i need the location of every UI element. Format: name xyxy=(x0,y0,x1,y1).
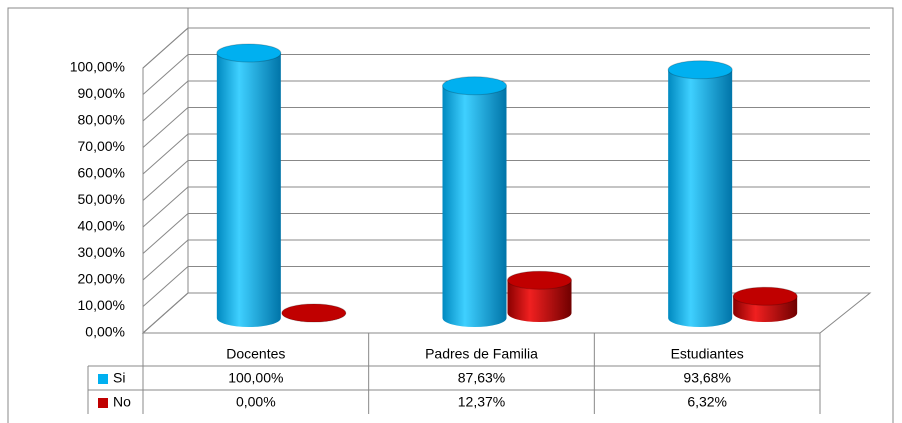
grid-line xyxy=(142,54,870,95)
y-tick-label: 40,00% xyxy=(78,218,125,234)
bar-top xyxy=(281,303,347,323)
grid-line xyxy=(142,266,870,307)
y-tick-label: 50,00% xyxy=(78,191,125,207)
table-value: 87,63% xyxy=(458,370,505,386)
y-tick-label: 100,00% xyxy=(70,59,125,75)
table-value: 100,00% xyxy=(228,370,283,386)
table-category: Docentes xyxy=(226,346,285,362)
bar xyxy=(668,69,733,328)
y-tick-label: 90,00% xyxy=(78,85,125,101)
grid-line xyxy=(142,107,870,148)
table-value: 0,00% xyxy=(236,394,276,410)
chart-border xyxy=(7,7,894,423)
legend-swatch xyxy=(98,398,108,408)
grid-line xyxy=(142,27,870,69)
table-category: Estudiantes xyxy=(671,346,744,362)
legend-label: Si xyxy=(113,370,125,386)
y-tick-label: 0,00% xyxy=(85,324,125,340)
legend-label: No xyxy=(113,394,131,410)
grid-line xyxy=(142,80,870,122)
bar-top xyxy=(442,76,507,96)
table-value: 93,68% xyxy=(683,370,730,386)
bar xyxy=(507,280,572,322)
y-tick-label: 60,00% xyxy=(78,165,125,181)
bar xyxy=(216,53,281,328)
bar xyxy=(442,85,507,327)
bar-top xyxy=(507,270,572,290)
grid-line xyxy=(142,213,870,254)
grid-line xyxy=(142,292,870,334)
y-tick-label: 20,00% xyxy=(78,271,125,287)
y-tick-label: 80,00% xyxy=(78,112,125,128)
y-tick-label: 70,00% xyxy=(78,138,125,154)
y-tick-label: 10,00% xyxy=(78,297,125,313)
bar-top xyxy=(667,60,733,80)
grid-line xyxy=(142,239,870,281)
table-value: 12,37% xyxy=(458,394,505,410)
bar-top xyxy=(732,286,798,306)
legend-swatch xyxy=(98,374,108,384)
grid-line xyxy=(142,133,870,175)
grid-line xyxy=(142,186,870,228)
table-value: 6,32% xyxy=(687,394,727,410)
grid-line xyxy=(142,160,870,201)
y-tick-label: 30,00% xyxy=(78,244,125,260)
bar-top xyxy=(216,43,282,63)
table-category: Padres de Familia xyxy=(425,346,538,362)
